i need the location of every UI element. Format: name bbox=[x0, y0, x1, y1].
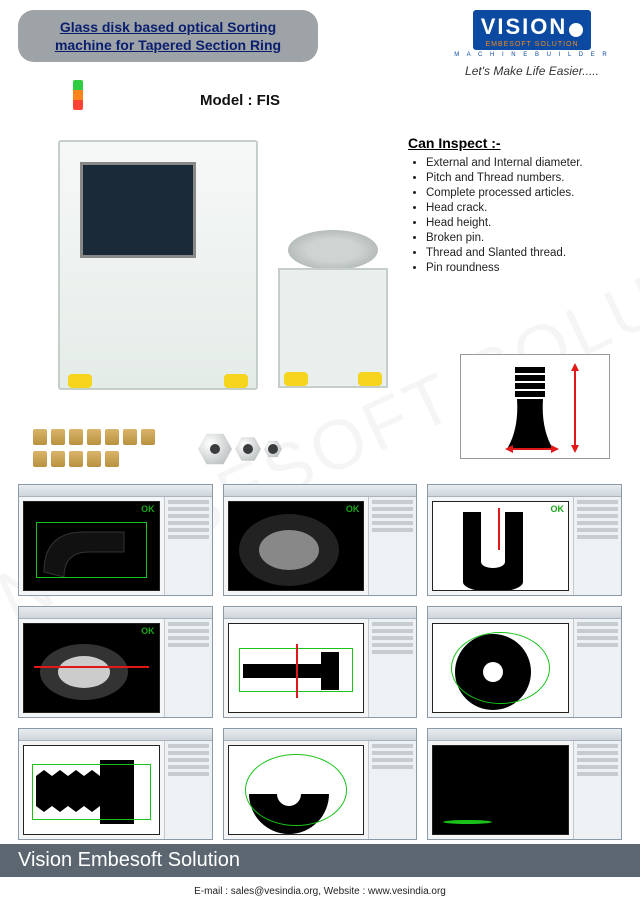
brass-icon bbox=[51, 429, 65, 445]
list-item: Broken pin. bbox=[426, 232, 618, 244]
side-panel bbox=[573, 497, 621, 595]
screw-diagram bbox=[460, 354, 610, 459]
side-panel bbox=[368, 741, 416, 839]
logo-block: VISION EMBESOFT SOLUTION M A C H I N E B… bbox=[442, 10, 622, 78]
screen-hex: OK bbox=[18, 606, 213, 718]
brass-icon bbox=[69, 451, 83, 467]
viewport bbox=[23, 745, 160, 835]
screen-gear bbox=[223, 728, 418, 840]
logo-box: VISION EMBESOFT SOLUTION bbox=[473, 10, 592, 50]
foot-icon bbox=[284, 372, 308, 386]
screen-elbow: OK bbox=[18, 484, 213, 596]
nut-icon bbox=[264, 440, 282, 458]
list-item: Head crack. bbox=[426, 202, 618, 214]
screen-multi bbox=[427, 728, 622, 840]
nut-icon bbox=[198, 432, 232, 466]
ok-tag: OK bbox=[141, 626, 155, 636]
logo-main: VISION bbox=[481, 14, 568, 39]
footer-bar: Vision Embesoft Solution bbox=[0, 844, 640, 877]
list-item: Complete processed articles. bbox=[426, 187, 618, 199]
list-item: Pitch and Thread numbers. bbox=[426, 172, 618, 184]
viewport bbox=[228, 623, 365, 713]
side-panel bbox=[368, 497, 416, 595]
viewport bbox=[432, 745, 569, 835]
side-panel bbox=[368, 619, 416, 717]
brass-icon bbox=[141, 429, 155, 445]
side-panel bbox=[164, 741, 212, 839]
viewport: OK bbox=[228, 501, 365, 591]
footer-contact: E-mail : sales@vesindia.org, Website : w… bbox=[0, 886, 640, 897]
logo-sub: EMBESOFT SOLUTION bbox=[481, 41, 584, 48]
feeder bbox=[278, 230, 388, 390]
viewport bbox=[228, 745, 365, 835]
brass-icon bbox=[105, 451, 119, 467]
viewport: OK bbox=[23, 501, 160, 591]
brass-icon bbox=[33, 451, 47, 467]
brass-parts bbox=[30, 426, 160, 472]
list-item: Thread and Slanted thread. bbox=[426, 247, 618, 259]
nut-icon bbox=[235, 436, 261, 462]
sample-parts bbox=[30, 426, 290, 472]
machine-cabinet bbox=[58, 140, 258, 390]
model-label: Model : FIS bbox=[200, 92, 280, 109]
inspect-block: Can Inspect :- External and Internal dia… bbox=[408, 135, 618, 277]
brass-icon bbox=[51, 451, 65, 467]
beacon-icon bbox=[73, 80, 83, 110]
logo-dot-icon bbox=[569, 23, 583, 37]
ok-tag: OK bbox=[551, 504, 565, 514]
ok-tag: OK bbox=[346, 504, 360, 514]
window-toolbar bbox=[224, 729, 417, 741]
brass-icon bbox=[105, 429, 119, 445]
list-item: Pin roundness bbox=[426, 262, 618, 274]
window-toolbar bbox=[428, 485, 621, 497]
viewport bbox=[432, 623, 569, 713]
window-toolbar bbox=[19, 729, 212, 741]
window-toolbar bbox=[428, 607, 621, 619]
screen-uslot: OK bbox=[427, 484, 622, 596]
foot-icon bbox=[68, 374, 92, 388]
viewport: OK bbox=[432, 501, 569, 591]
brass-icon bbox=[69, 429, 83, 445]
brass-icon bbox=[87, 429, 101, 445]
list-item: External and Internal diameter. bbox=[426, 157, 618, 169]
side-panel bbox=[164, 619, 212, 717]
window-toolbar bbox=[224, 485, 417, 497]
ok-tag: OK bbox=[141, 504, 155, 514]
viewport: OK bbox=[23, 623, 160, 713]
inspect-heading: Can Inspect :- bbox=[408, 135, 618, 151]
side-panel bbox=[164, 497, 212, 595]
window-toolbar bbox=[428, 729, 621, 741]
foot-icon bbox=[224, 374, 248, 388]
foot-icon bbox=[358, 372, 382, 386]
feeder-base bbox=[278, 268, 388, 388]
title-link[interactable]: Glass disk based optical Sorting machine… bbox=[32, 18, 304, 54]
title-pill: Glass disk based optical Sorting machine… bbox=[18, 10, 318, 62]
screen-thread bbox=[18, 728, 213, 840]
brass-icon bbox=[123, 429, 137, 445]
list-item: Head height. bbox=[426, 217, 618, 229]
window-toolbar bbox=[19, 607, 212, 619]
window-toolbar bbox=[19, 485, 212, 497]
screens-grid: OK OK OK OK bbox=[18, 484, 622, 840]
nuts bbox=[190, 426, 290, 472]
header: Glass disk based optical Sorting machine… bbox=[0, 0, 640, 78]
screen-bolt bbox=[223, 606, 418, 718]
screen-disc bbox=[427, 606, 622, 718]
brass-icon bbox=[87, 451, 101, 467]
brass-icon bbox=[33, 429, 47, 445]
logo-tag: M A C H I N E B U I L D E R bbox=[442, 52, 622, 58]
feeder-bowl bbox=[288, 230, 378, 270]
slogan: Let's Make Life Easier..... bbox=[442, 64, 622, 78]
machine-image bbox=[18, 110, 388, 420]
window-toolbar bbox=[224, 607, 417, 619]
side-panel bbox=[573, 619, 621, 717]
screw-svg bbox=[465, 359, 605, 454]
side-panel bbox=[573, 741, 621, 839]
inspect-list: External and Internal diameter. Pitch an… bbox=[408, 157, 618, 274]
screen-ring: OK bbox=[223, 484, 418, 596]
